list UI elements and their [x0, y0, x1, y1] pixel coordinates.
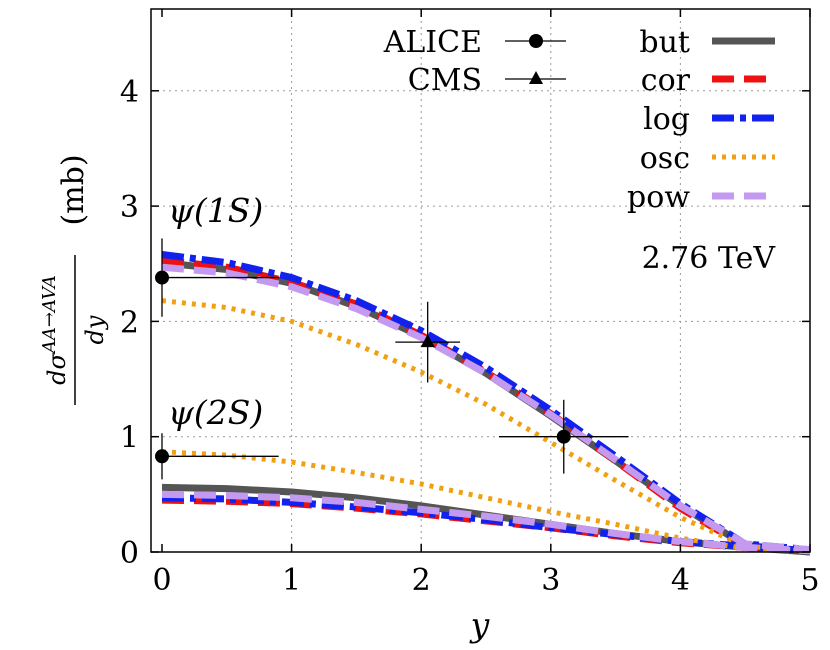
series-line-log-1S [161, 251, 811, 554]
y-label-superscript: AA→AVA [39, 275, 60, 355]
legend-marker-CMS [529, 71, 543, 84]
y-label-numerator: dσ [43, 352, 71, 384]
annotation-psi-1s: ψ(1S) [168, 191, 263, 230]
y-label-denominator: dy [81, 315, 109, 344]
x-tick-label: 0 [152, 563, 171, 598]
ticks: 0 1 2 3 4 5 0 1 2 3 4 [120, 9, 820, 598]
legend-label-but: but [639, 25, 690, 60]
y-label-unit: (mb) [56, 154, 91, 225]
y-tick-label: 1 [120, 421, 139, 456]
legend-marker-ALICE [529, 34, 543, 48]
y-axis-label: dσAA→AVA dy (mb) [39, 154, 109, 405]
data-points [155, 238, 629, 480]
y-tick-label: 2 [120, 305, 139, 340]
svg-text:dσAA→AVA: dσAA→AVA [39, 275, 71, 385]
annotation-energy: 2.76 TeV [642, 241, 777, 276]
plot-frame [150, 8, 811, 553]
data-point-ALICE [155, 449, 169, 464]
series-line-pow-2S [161, 490, 811, 555]
data-point-CMS [420, 334, 435, 348]
x-tick-label: 4 [671, 563, 690, 598]
x-tick-label: 1 [282, 563, 301, 598]
legend-label-CMS: CMS [408, 63, 482, 98]
x-axis-label: y [469, 605, 490, 644]
y-tick-label: 3 [120, 190, 139, 225]
data-point-ALICE [556, 429, 571, 444]
series-line-pow-1S [161, 263, 811, 554]
legend-label-cor: cor [641, 63, 691, 98]
legend-label-ALICE: ALICE [383, 25, 482, 60]
annotation-psi-2s: ψ(2S) [168, 393, 263, 432]
series-line-osc-1S [161, 298, 811, 554]
x-tick-label: 2 [412, 563, 431, 598]
y-tick-label: 0 [120, 536, 139, 571]
x-tick-label: 5 [800, 563, 819, 598]
data-point-ALICE [155, 270, 169, 285]
legend-label-log: log [643, 102, 690, 137]
x-tick-label: 3 [541, 563, 560, 598]
legend-label-pow: pow [627, 180, 690, 215]
legend-label-osc: osc [640, 141, 690, 176]
y-tick-label: 4 [120, 75, 139, 110]
